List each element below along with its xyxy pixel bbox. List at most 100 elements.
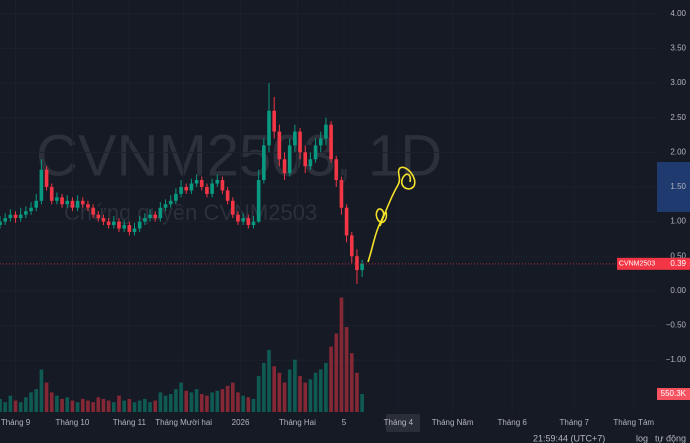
y-tick-label: −0.50	[666, 321, 687, 330]
candle-body	[174, 193, 178, 201]
volume-bar	[86, 400, 90, 412]
candle-body	[49, 186, 54, 201]
candle-body	[122, 225, 126, 229]
volume-bar	[148, 402, 152, 412]
candle-body	[303, 152, 308, 167]
candle-body	[225, 190, 230, 201]
candle-body	[215, 180, 220, 184]
y-tick-label: 3.50	[670, 44, 686, 53]
candle-body	[199, 180, 204, 187]
volume-bar	[106, 400, 111, 412]
volume-bar	[241, 395, 245, 412]
candle-body	[262, 145, 266, 181]
symbol-tag-bg	[617, 257, 657, 270]
candle-body	[282, 159, 287, 174]
volume-bar	[55, 395, 59, 412]
volume-bar	[96, 397, 101, 412]
candle-body	[189, 183, 194, 191]
volume-bar	[324, 362, 328, 412]
candle-body	[168, 200, 173, 205]
volume-bar	[179, 382, 183, 412]
volume-bar	[101, 398, 106, 412]
candle-body	[101, 218, 106, 222]
volume-bar	[112, 402, 116, 412]
volume-bar	[246, 397, 251, 412]
volume-bar	[132, 402, 137, 412]
x-tick-label: Tháng 9	[1, 418, 31, 427]
candle-body	[24, 211, 28, 215]
y-tick-label: 0.50	[670, 251, 686, 260]
volume-bar	[355, 372, 359, 412]
candle-body	[287, 145, 292, 174]
candle-body	[220, 180, 225, 191]
volume-bar	[163, 395, 168, 412]
candle-body	[80, 200, 85, 205]
candle-body	[267, 110, 271, 146]
volume-bar	[287, 369, 292, 412]
volume-bar	[236, 392, 240, 412]
volume-bar	[65, 397, 70, 412]
y-tick-label: −1.00	[666, 355, 687, 364]
volume-bar	[194, 389, 199, 412]
volume-bar	[225, 385, 230, 412]
volume-tag-bg	[657, 388, 690, 401]
volume-bar	[220, 389, 225, 412]
candle-body	[127, 225, 132, 232]
candle-body	[143, 218, 147, 222]
candle-body	[313, 145, 318, 160]
x-tick-label: 5	[342, 418, 347, 427]
candle-body	[112, 221, 116, 226]
candle-body	[91, 207, 95, 215]
candle-body	[29, 207, 33, 212]
y-tick-label: 2.50	[670, 113, 686, 122]
volume-bar	[168, 394, 173, 412]
price-tag: 0.39	[670, 259, 686, 268]
x-tick-label: Tháng 10	[56, 418, 90, 427]
candle-body	[158, 207, 163, 219]
candle-body	[163, 204, 168, 208]
volume-bar	[34, 389, 39, 412]
candle-body	[18, 214, 23, 219]
candle-body	[339, 180, 344, 208]
candle-body	[75, 200, 80, 208]
x-tick-label: Tháng Mười hai	[155, 418, 212, 427]
volume-bar	[199, 394, 204, 412]
candle-body	[60, 197, 64, 205]
candle-body	[205, 186, 209, 194]
candle-body	[194, 180, 199, 184]
volume-bar	[267, 349, 271, 412]
symbol-tag: CVNM2503	[619, 261, 655, 268]
axis-highlight	[657, 162, 690, 212]
volume-bar	[3, 402, 7, 412]
volume-bar	[230, 382, 235, 412]
candle-body	[277, 131, 282, 160]
candle-body	[246, 218, 251, 226]
candle-body	[334, 159, 339, 181]
volume-bar	[251, 398, 256, 412]
volume-bar	[189, 392, 194, 412]
status-time: 21:59:44 (UTC+7)	[533, 433, 605, 443]
volume-bar	[29, 392, 33, 412]
volume-bar	[24, 397, 28, 412]
candle-body	[344, 207, 349, 236]
candle-body	[39, 169, 44, 201]
y-tick-label: 1.50	[670, 182, 686, 191]
volume-bar	[91, 402, 95, 412]
y-tick-label: 0.00	[670, 286, 686, 295]
volume-bar	[360, 394, 364, 412]
x-tick-label: Tháng Năm	[432, 418, 474, 427]
candle-body	[137, 221, 142, 229]
candle-body	[329, 124, 333, 160]
volume-bar	[303, 382, 308, 412]
volume-bar	[137, 400, 142, 412]
candle-body	[236, 214, 240, 222]
x-tick-label: 2026	[232, 418, 250, 427]
candle-body	[298, 131, 302, 153]
volume-bar	[349, 353, 354, 412]
volume-bar	[158, 392, 163, 412]
candle-body	[8, 214, 13, 219]
candle-body	[272, 110, 276, 132]
volume-bar	[184, 390, 189, 412]
candle-body	[44, 169, 49, 187]
